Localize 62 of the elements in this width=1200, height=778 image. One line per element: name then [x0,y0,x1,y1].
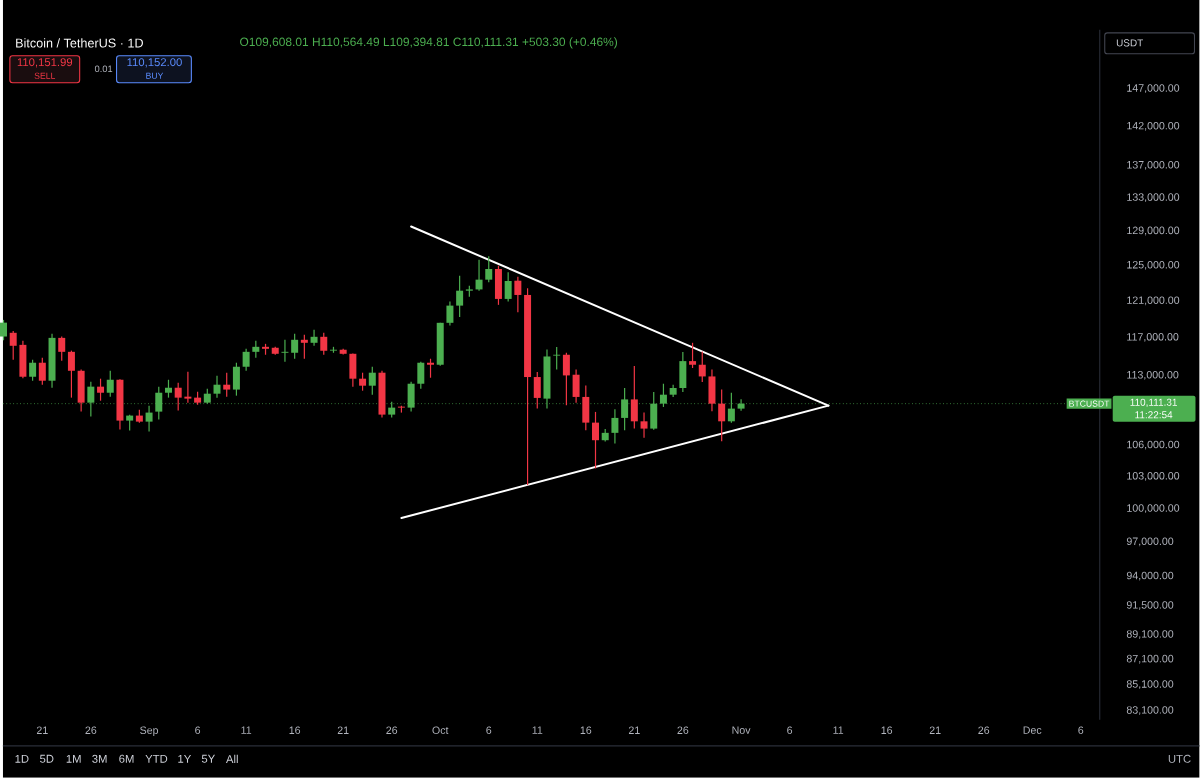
x-tick-label: 21 [337,726,349,734]
x-tick-label: 21 [36,726,48,734]
y-tick-label: 100,000.00 [1127,504,1180,514]
y-tick-label: 121,000.00 [1127,296,1180,306]
x-tick-label: 26 [386,726,398,735]
x-tick-label: Dec [1023,726,1042,734]
x-tick-label: 21 [929,726,941,734]
text: 1M [66,755,81,763]
x-tick-label: 16 [580,726,592,735]
y-tick-label: 117,000.00 [1127,333,1179,342]
y-tick-label: 97,000.00 [1126,537,1174,547]
text: UTC [1168,754,1191,763]
y-tick-label: 89,100.00 [1126,630,1174,640]
x-tick-label: 26 [677,726,689,735]
x-tick-label: 6 [1078,726,1084,735]
text: All [225,754,238,764]
y-tick-label: 83,100.00 [1126,706,1174,716]
annotation: SELL [34,72,56,79]
text: 1Y [178,755,192,763]
y-tick-label: 87,100.00 [1126,654,1174,664]
x-tick-label: 11 [833,726,844,734]
y-tick-label: 85,100.00 [1126,680,1174,690]
text: YTD [145,755,168,763]
y-tick-label: 129,000.00 [1127,226,1180,236]
x-tick-label: 6 [486,726,492,735]
annotation: 110,151.99 [17,58,73,68]
ref-line-label: BTCUSDT [1069,400,1110,407]
y-tick-label: 113,000.00 [1127,371,1179,380]
text: 6M [119,754,134,763]
x-tick-label: Sep [140,726,159,737]
x-tick-label: 11 [532,726,543,734]
y-tick-label: 137,000.00 [1127,161,1180,170]
x-tick-label: 6 [787,726,793,735]
text: USDT [1116,39,1144,47]
annotation: 0.01 [94,65,113,73]
text: 1D [15,755,29,763]
text: 110,111.31 [1130,398,1177,408]
x-tick-label: 6 [195,726,201,735]
text: 5Y [201,754,215,763]
y-tick-label: 147,000.00 [1127,84,1180,94]
y-tick-label: 91,500.00 [1126,601,1174,611]
text: 5D [40,754,54,763]
x-tick-label: Nov [732,726,751,734]
x-tick-label: 21 [628,726,640,734]
text: 11:22:54 [1135,411,1173,419]
x-tick-label: 16 [881,726,893,735]
x-tick-label: 16 [289,726,301,735]
y-tick-label: 103,000.00 [1127,472,1180,481]
y-tick-label: 142,000.00 [1127,122,1180,131]
x-tick-label: Oct [432,726,449,735]
x-tick-label: 11 [241,726,252,734]
y-tick-label: 106,000.00 [1127,440,1180,450]
annotation: O109,608.01 H110,564.49 L109,394.81 C110,111.31 +503.30 (+0.46%) [240,37,618,49]
text: Bitcoin / TetherUS · 1D [16,38,143,48]
y-tick-label: 125,000.00 [1127,261,1180,270]
y-tick-label: 133,000.00 [1127,193,1180,203]
x-tick-label: 26 [85,726,97,735]
annotation: BUY [146,72,164,79]
text: 3M [92,754,107,763]
annotation: 110,152.00 [127,58,182,68]
x-tick-label: 26 [978,726,990,735]
y-tick-label: 94,000.00 [1126,571,1174,581]
